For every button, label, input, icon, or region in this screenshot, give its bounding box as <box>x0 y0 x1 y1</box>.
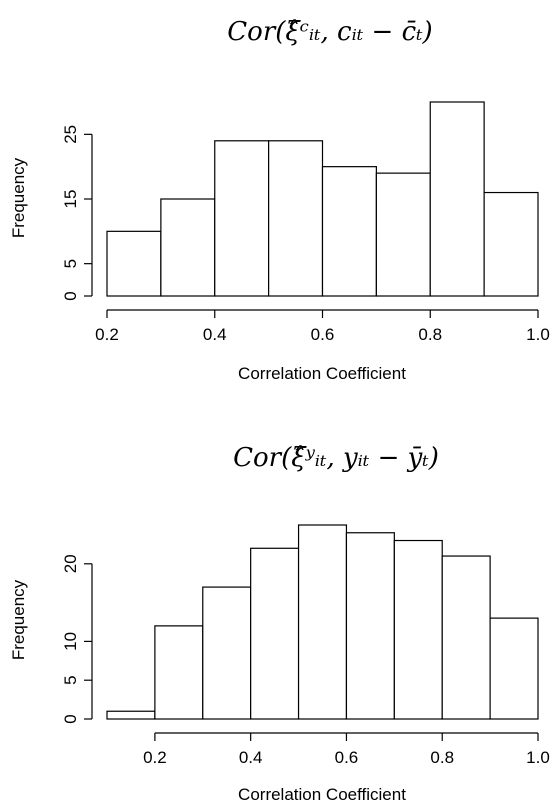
histogram-bar <box>483 191 539 297</box>
histogram-bar <box>345 532 395 720</box>
histogram-bar <box>297 524 348 720</box>
x-tick-label: 0.6 <box>335 748 359 767</box>
histogram-bar <box>106 710 156 720</box>
x-tick-label: 0.8 <box>418 325 442 344</box>
chart-2-x-label: Correlation Coefficient <box>238 785 406 804</box>
histogram-bar <box>429 101 485 297</box>
chart-2-x-axis: 0.2 0.4 0.6 0.8 1.0 <box>143 732 550 767</box>
y-tick-label: 25 <box>61 125 80 144</box>
y-tick-label: 0 <box>61 291 80 300</box>
chart-1-y-axis: 0 5 15 25 <box>61 125 93 301</box>
x-tick-label: 1.0 <box>526 325 550 344</box>
histogram-1: Cor(ξ̂ᶜᵢₜ, cᵢₜ − c̄ₜ) 0.2 0.4 0.6 0.8 1.0 0 5… <box>9 17 550 383</box>
chart-1-x-axis: 0.2 0.4 0.6 0.8 1.0 <box>95 309 550 344</box>
x-tick-label: 0.6 <box>311 325 335 344</box>
histogram-bar <box>250 547 300 720</box>
x-tick-label: 0.2 <box>95 325 119 344</box>
histogram-2: Cor(ξ̂ʸᵢₜ, yᵢₜ − ȳₜ) 0.2 0.4 0.6 0.8 1.0 0 5 1… <box>9 443 550 804</box>
chart-2-y-label: Frequency <box>9 579 28 660</box>
y-tick-label: 5 <box>61 675 80 684</box>
histogram-bar <box>489 617 539 720</box>
histogram-bar <box>160 198 216 297</box>
chart-1-bars <box>106 101 539 297</box>
y-tick-label: 15 <box>61 190 80 209</box>
x-tick-label: 0.4 <box>203 325 227 344</box>
x-tick-label: 0.2 <box>143 748 167 767</box>
chart-2-title: Cor(ξ̂ʸᵢₜ, yᵢₜ − ȳₜ) <box>233 443 439 473</box>
x-tick-label: 1.0 <box>526 748 550 767</box>
x-tick-label: 0.4 <box>239 748 263 767</box>
histogram-bar <box>393 539 443 720</box>
histogram-bar <box>202 586 252 720</box>
chart-2-bars <box>106 524 539 720</box>
x-tick-label: 0.8 <box>430 748 454 767</box>
chart-2-y-axis: 0 5 10 20 <box>61 554 93 724</box>
histogram-bar <box>441 555 491 720</box>
chart-1-x-label: Correlation Coefficient <box>238 364 406 383</box>
chart-1-title: Cor(ξ̂ᶜᵢₜ, cᵢₜ − c̄ₜ) <box>227 17 432 47</box>
histogram-bar <box>375 172 431 297</box>
histogram-bar <box>268 140 324 297</box>
y-tick-label: 0 <box>61 714 80 723</box>
y-tick-label: 5 <box>61 259 80 268</box>
chart-1-y-label: Frequency <box>9 157 28 238</box>
y-tick-label: 10 <box>61 632 80 651</box>
y-tick-label: 20 <box>61 554 80 573</box>
histogram-bar <box>106 230 162 297</box>
histogram-bar <box>154 625 204 720</box>
histogram-bar <box>321 166 377 297</box>
histogram-bar <box>214 140 270 297</box>
